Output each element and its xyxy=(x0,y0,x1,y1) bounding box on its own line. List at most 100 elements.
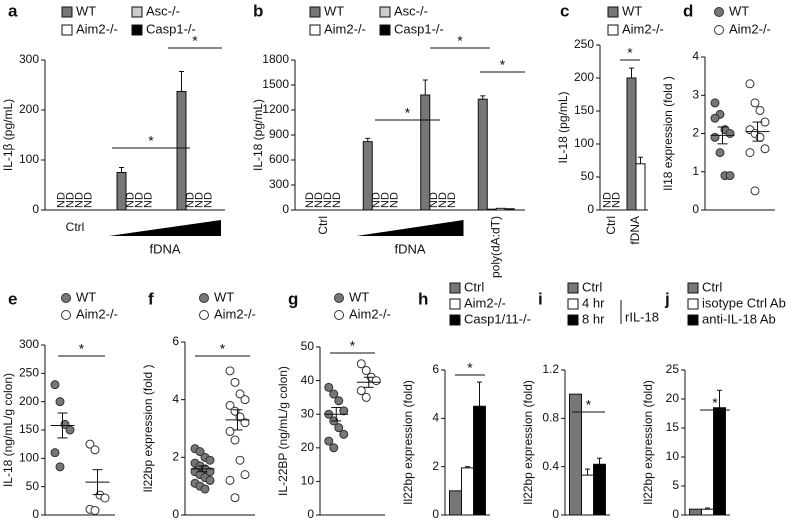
point xyxy=(334,423,344,433)
legend-label: WT xyxy=(76,289,96,304)
legend-label: Ctrl xyxy=(582,279,602,294)
legend-label: WT xyxy=(214,289,234,304)
point xyxy=(356,386,366,396)
y-tick-label: 3 xyxy=(692,87,699,101)
y-tick-label: 200 xyxy=(19,394,39,408)
legend-label: isotype Ctrl Ab xyxy=(702,295,786,310)
y-tick-label: 4 xyxy=(172,392,179,406)
panel-letter: f xyxy=(148,289,154,308)
y-tick-label: 20 xyxy=(301,440,315,454)
point xyxy=(240,395,250,405)
significance-label: * xyxy=(405,105,411,121)
legend-label: 4 hr xyxy=(582,295,605,310)
legend-label: WT xyxy=(324,3,344,18)
panel-letter: c xyxy=(560,1,569,20)
group-label: fDNA xyxy=(149,241,180,256)
point xyxy=(710,98,720,108)
y-tick-label: 0 xyxy=(32,507,39,521)
y-tick-label: 2 xyxy=(692,126,699,140)
y-tick-label: 150 xyxy=(19,422,39,436)
legend-label: Aim2-/- xyxy=(214,306,256,321)
y-tick-label: 10 xyxy=(666,449,680,463)
nd-label: ND xyxy=(124,192,136,208)
nd-label: ND xyxy=(331,192,343,208)
point xyxy=(200,484,210,494)
legend-label: Casp1-/- xyxy=(394,21,444,36)
nd-label: ND xyxy=(322,192,334,208)
y-tick-label: 600 xyxy=(269,152,289,166)
bar xyxy=(635,163,646,211)
panel-letter: j xyxy=(664,289,670,308)
significance-label: * xyxy=(500,57,506,73)
legend-label: WT xyxy=(622,3,642,18)
legend-marker xyxy=(61,293,71,303)
bar xyxy=(581,474,594,516)
y-axis-label: Il22bp expression (fold) xyxy=(521,380,535,505)
y-tick-label: 1200 xyxy=(262,102,289,116)
point xyxy=(225,475,235,485)
nd-label: ND xyxy=(55,192,67,208)
bar xyxy=(473,405,486,516)
legend-marker xyxy=(309,6,321,18)
bar xyxy=(477,98,488,211)
bar xyxy=(495,207,506,211)
nd-label: ND xyxy=(313,192,325,208)
y-tick-label: 1 xyxy=(692,164,699,178)
point xyxy=(100,493,110,503)
y-tick-label: 50 xyxy=(581,169,595,183)
y-tick-label: 250 xyxy=(574,37,594,51)
legend-marker xyxy=(379,6,391,18)
nd-label: ND xyxy=(304,192,316,208)
nd-label: ND xyxy=(601,192,613,208)
point xyxy=(230,435,240,445)
y-tick-label: 100 xyxy=(19,451,39,465)
point xyxy=(725,129,735,138)
panel-letter: i xyxy=(538,289,543,308)
dose-triangle xyxy=(356,220,464,236)
y-tick-label: 4 xyxy=(692,49,699,63)
nd-label: ND xyxy=(184,192,196,208)
legend-marker xyxy=(687,314,699,326)
nd-label: ND xyxy=(82,192,94,208)
significance-label: * xyxy=(220,341,226,357)
y-tick-label: 50 xyxy=(26,479,40,493)
y-axis-label: IL-18 (pg/mL) xyxy=(556,91,570,163)
y-tick-label: 300 xyxy=(19,52,39,66)
point xyxy=(55,462,65,472)
y-axis-label: IL-1β (pg/mL) xyxy=(1,99,15,171)
y-tick-label: 1800 xyxy=(262,52,289,66)
y-tick-label: 0 xyxy=(32,202,39,216)
legend-label: Aim2-/- xyxy=(76,21,118,36)
legend-marker xyxy=(567,314,579,326)
point xyxy=(750,186,760,196)
point xyxy=(225,400,235,410)
significance-label: * xyxy=(148,133,154,149)
nd-label: ND xyxy=(73,192,85,208)
y-tick-label: 0 xyxy=(692,202,699,216)
y-axis-label: IL-22BP (ng/mL/g colon) xyxy=(276,366,290,496)
y-tick-label: 0 xyxy=(282,202,289,216)
y-tick-label: 1.2 xyxy=(542,362,559,376)
bar xyxy=(504,208,515,211)
point xyxy=(329,443,339,453)
point xyxy=(195,447,205,457)
point xyxy=(90,445,100,455)
y-tick-label: 300 xyxy=(19,337,39,351)
point xyxy=(85,439,95,449)
nd-label: ND xyxy=(380,192,392,208)
legend-marker xyxy=(567,298,579,310)
legend-marker xyxy=(131,6,143,18)
y-tick-label: 200 xyxy=(19,102,39,116)
y-tick-label: 0.8 xyxy=(542,411,559,425)
point xyxy=(65,425,75,435)
point xyxy=(90,505,100,515)
y-tick-label: 0.4 xyxy=(542,459,559,473)
point xyxy=(240,470,250,480)
y-tick-label: 4 xyxy=(432,411,439,425)
legend-label: Ctrl xyxy=(702,279,722,294)
legend-marker xyxy=(687,282,699,294)
legend-label: WT xyxy=(349,289,369,304)
significance-label: * xyxy=(586,397,592,413)
y-tick-label: 0 xyxy=(307,507,314,521)
point xyxy=(324,436,334,446)
